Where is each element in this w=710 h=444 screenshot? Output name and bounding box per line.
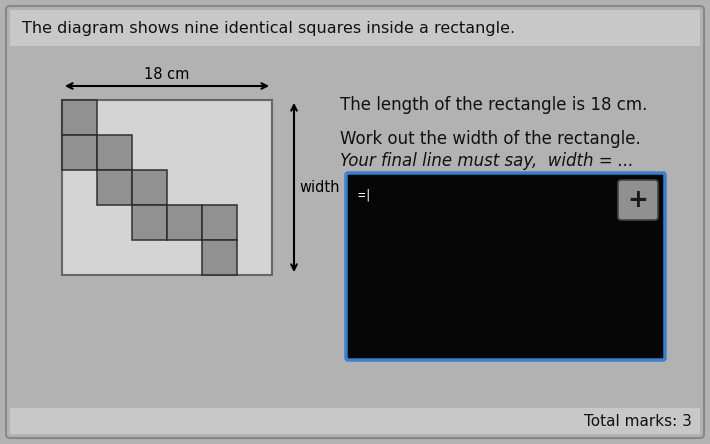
FancyBboxPatch shape	[6, 6, 704, 438]
Bar	[97, 170, 132, 205]
Text: width: width	[299, 180, 339, 195]
Bar	[62, 100, 272, 275]
Bar	[202, 240, 237, 275]
Bar	[167, 205, 202, 240]
Text: Total marks: 3: Total marks: 3	[584, 413, 692, 428]
Bar	[132, 205, 167, 240]
Bar	[97, 135, 132, 170]
Text: Your final line must say,  width = ...: Your final line must say, width = ...	[340, 152, 633, 170]
FancyBboxPatch shape	[618, 180, 658, 220]
Bar	[10, 10, 700, 46]
Bar	[62, 135, 97, 170]
Bar	[132, 170, 167, 205]
Bar	[62, 100, 97, 135]
Text: The diagram shows nine identical squares inside a rectangle.: The diagram shows nine identical squares…	[22, 20, 515, 36]
Text: The length of the rectangle is 18 cm.: The length of the rectangle is 18 cm.	[340, 96, 648, 114]
Text: 18 cm: 18 cm	[144, 67, 190, 82]
Bar	[202, 205, 237, 240]
Text: Work out the width of the rectangle.: Work out the width of the rectangle.	[340, 130, 640, 148]
Text: +: +	[628, 188, 648, 212]
Text: =|: =|	[358, 188, 373, 201]
Bar	[10, 408, 700, 434]
FancyBboxPatch shape	[346, 173, 665, 360]
